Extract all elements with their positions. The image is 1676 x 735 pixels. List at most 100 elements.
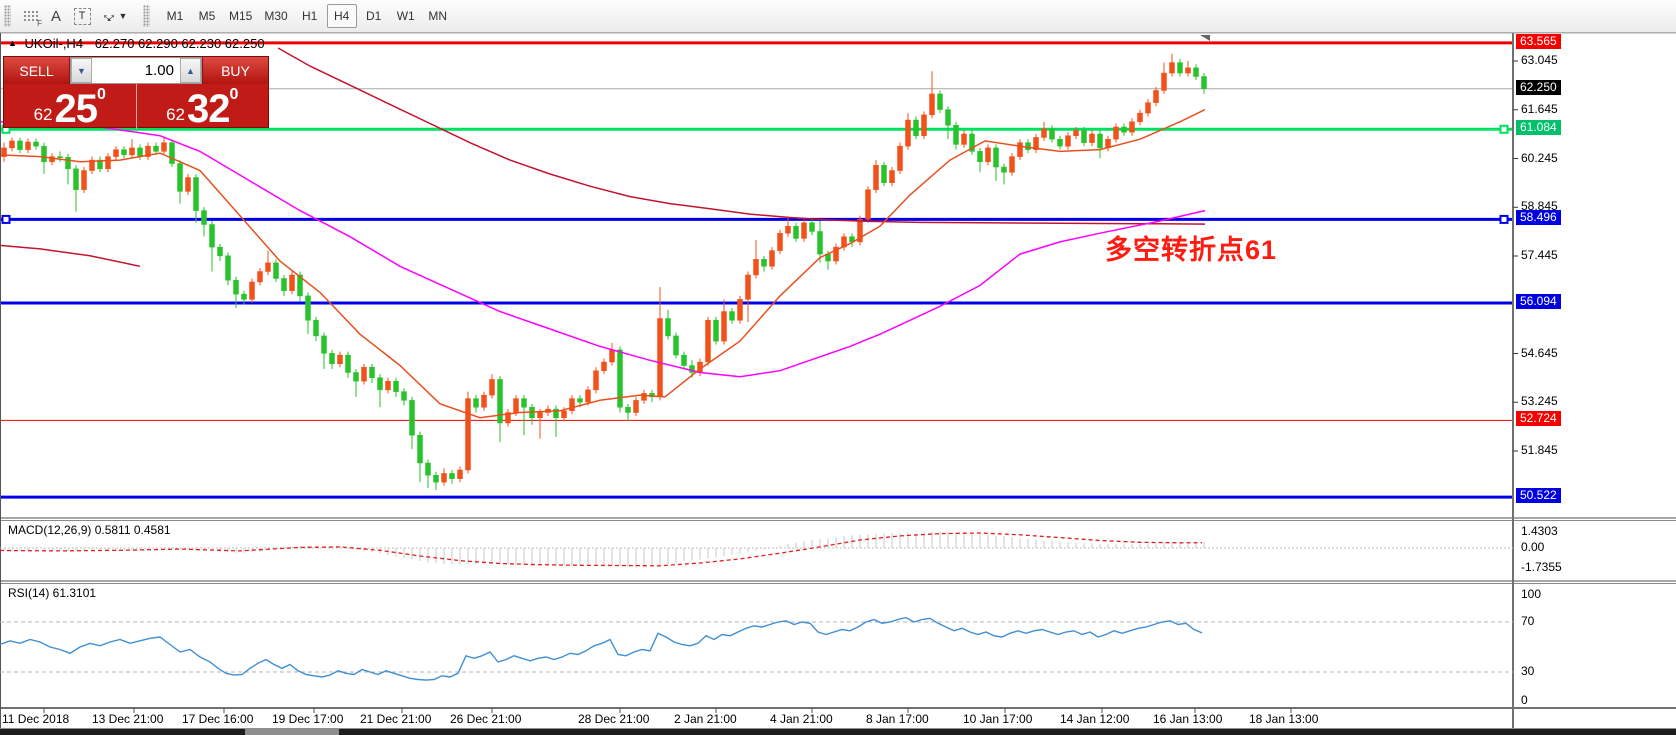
- candle-down: [1201, 76, 1207, 89]
- candle-down: [913, 119, 919, 136]
- buy-price-point: 0: [229, 86, 239, 103]
- candle-up: [569, 398, 575, 412]
- candle-down: [121, 149, 127, 156]
- candle-up: [89, 159, 95, 171]
- timeframe-button-M1[interactable]: M1: [166, 9, 184, 23]
- timeframe-button-M30[interactable]: M30: [264, 9, 288, 23]
- sell-price[interactable]: 62 25 0: [4, 84, 137, 129]
- textbox-icon: T: [73, 7, 91, 25]
- candle-up: [1137, 112, 1143, 123]
- volume-decrease-button[interactable]: ▼: [71, 58, 92, 83]
- candle-up: [1169, 62, 1175, 74]
- timeframe-button-MN[interactable]: MN: [428, 9, 448, 23]
- candle-down: [993, 147, 999, 168]
- date-label: 8 Jan 17:00: [866, 712, 929, 726]
- timeframe-button-M5[interactable]: M5: [198, 9, 216, 23]
- arrows-tool-button[interactable]: ↔ ↔ ▼: [95, 4, 133, 28]
- volume-increase-button[interactable]: ▲: [180, 58, 201, 83]
- mid-ma: [0, 121, 1206, 378]
- timeframe-button-D1[interactable]: D1: [366, 9, 382, 23]
- rsi-label: RSI(14) 61.3101: [8, 586, 97, 600]
- toolbar-drag-handle[interactable]: [4, 5, 11, 27]
- timeframe-button-W1[interactable]: W1: [396, 9, 415, 23]
- line-handle[interactable]: [1499, 124, 1509, 134]
- candle-down: [377, 377, 383, 391]
- candle-up: [113, 149, 119, 157]
- candle-down: [577, 398, 583, 403]
- candle-up: [833, 246, 839, 262]
- candle-down: [1025, 142, 1031, 150]
- candle-down: [401, 391, 407, 401]
- candle-up: [337, 354, 343, 365]
- text-tool-button[interactable]: A: [43, 4, 69, 28]
- toolbar-drag-handle-2[interactable]: [143, 5, 150, 27]
- buy-price[interactable]: 62 32 0: [137, 84, 269, 129]
- line-handle[interactable]: [1499, 214, 1509, 224]
- chart-shift-marker[interactable]: [1200, 35, 1210, 41]
- symbol-marker-icon: ▲: [8, 38, 17, 48]
- candle-up: [745, 274, 751, 300]
- text-annotation[interactable]: 多空转折点61: [1105, 235, 1278, 265]
- candle-up: [1113, 126, 1119, 140]
- candle-up: [145, 145, 151, 157]
- chevron-down-icon[interactable]: ▼: [118, 11, 128, 21]
- candle-up: [777, 232, 783, 251]
- long-ma-left: [0, 244, 141, 268]
- line-handle[interactable]: [1, 214, 11, 224]
- candle-up: [929, 93, 935, 116]
- candle-down: [1097, 133, 1103, 149]
- candle-up: [753, 259, 759, 276]
- price-tick-label: 51.845: [1521, 443, 1558, 457]
- timeframe-button-M15[interactable]: M15: [229, 9, 253, 23]
- text-label-tool-button[interactable]: T: [69, 4, 95, 28]
- macd-signal-line: [0, 532, 1203, 567]
- one-click-trading-panel: SELL ▼ ▲ BUY 62 25 0 62 32 0: [3, 56, 269, 129]
- sell-button[interactable]: SELL: [4, 57, 70, 84]
- timeframe-group: M1 M5 M15 M30 H1 H4 D1 W1 MN: [160, 4, 453, 28]
- candle-down: [33, 141, 39, 147]
- price-badge-58.496: 58.496: [1516, 210, 1561, 226]
- date-label: 18 Jan 13:00: [1249, 712, 1319, 726]
- candle-down: [881, 165, 887, 183]
- candle-down: [937, 93, 943, 110]
- candle-up: [1089, 133, 1095, 143]
- candle-up: [257, 271, 263, 283]
- rsi-tick-label: 0: [1521, 693, 1528, 707]
- candle-up: [785, 225, 791, 234]
- candle-down: [1177, 62, 1183, 74]
- candle-down: [1193, 67, 1199, 77]
- candle-down: [969, 133, 975, 152]
- candle-down: [817, 231, 823, 255]
- timeframe-button-H4[interactable]: H4: [326, 4, 357, 28]
- candle-down: [65, 157, 71, 170]
- rsi-line: [0, 616, 1203, 681]
- rsi-tick-label: 100: [1521, 587, 1542, 601]
- volume-input[interactable]: [92, 58, 180, 83]
- candle-up: [385, 380, 391, 391]
- bottom-edge-bar: [0, 729, 1676, 735]
- candle-down: [57, 156, 63, 159]
- candle-down: [729, 311, 735, 321]
- candle-down: [1081, 130, 1087, 143]
- candle-down: [345, 354, 351, 373]
- candle-up: [481, 394, 487, 408]
- candle-up: [961, 133, 967, 145]
- freehand-grid-icon[interactable]: F: [17, 4, 43, 28]
- timeframe-button-H1[interactable]: H1: [302, 9, 318, 23]
- candle-up: [641, 393, 647, 401]
- date-label: 17 Dec 16:00: [182, 712, 254, 726]
- candle-up: [489, 379, 495, 396]
- candle-up: [1129, 121, 1135, 133]
- candle-up: [441, 473, 447, 483]
- price-tick-label: 58.845: [1521, 199, 1558, 214]
- candle-up: [705, 320, 711, 363]
- candle-up: [985, 147, 991, 163]
- price-tick-label: 57.445: [1521, 248, 1558, 262]
- candle-down: [433, 474, 439, 483]
- candle-up: [1041, 128, 1047, 138]
- date-label: 13 Dec 21:00: [92, 712, 164, 726]
- buy-button[interactable]: BUY: [202, 57, 268, 84]
- date-label: 4 Jan 21:00: [770, 712, 833, 726]
- candle-down: [233, 279, 239, 295]
- price-badge-62.250: 62.250: [1516, 79, 1561, 95]
